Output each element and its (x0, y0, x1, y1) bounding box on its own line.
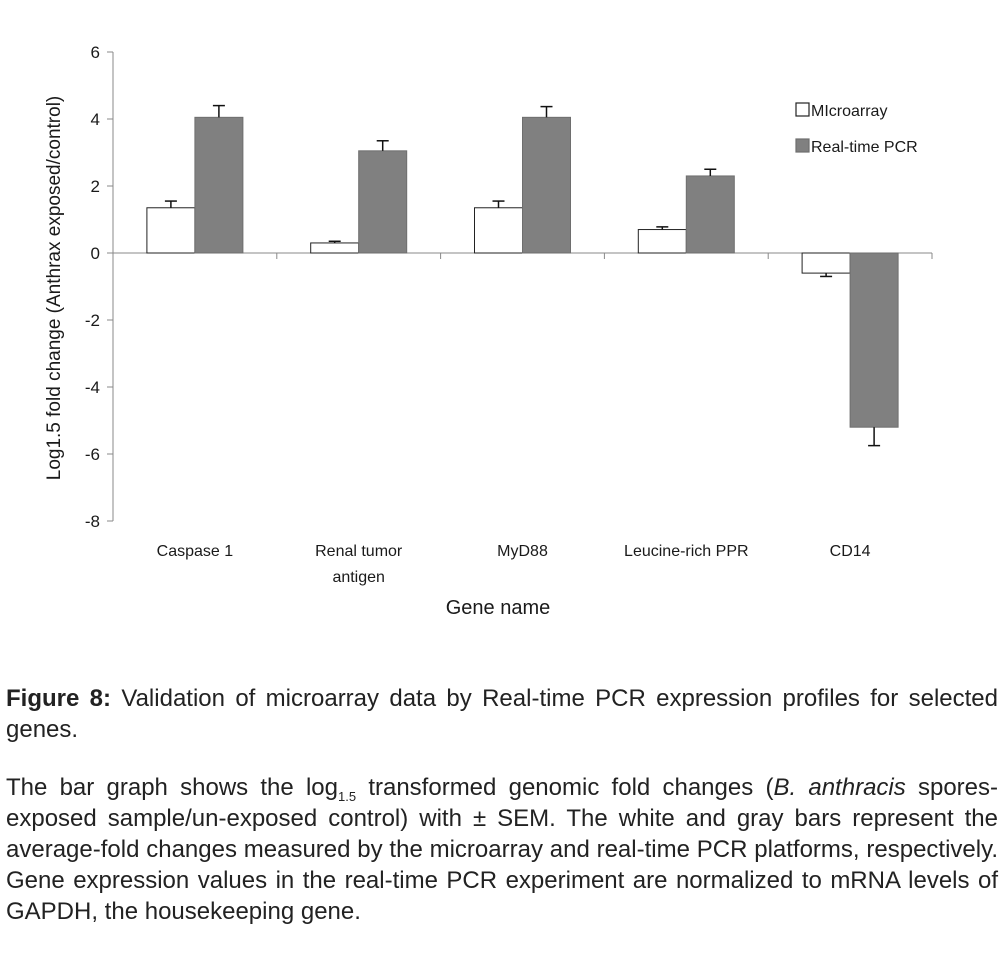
y-tick-label: 2 (91, 177, 100, 196)
bar-realtime-pcr (849, 252, 899, 428)
x-category-label: Caspase 1 (157, 543, 234, 560)
legend: MIcroarray Real-time PCR (795, 102, 918, 156)
figure-label: Figure 8: (6, 685, 112, 712)
caption-subscript: 1.5 (338, 789, 357, 804)
bar-realtime-pcr (685, 175, 735, 254)
y-tick-label: -6 (85, 445, 100, 464)
legend-label: Real-time PCR (811, 139, 918, 156)
y-axis-label: Log1.5 fold change (Anthrax exposed/cont… (44, 96, 65, 480)
legend-swatch (795, 138, 810, 153)
x-axis-label: Gene name (446, 597, 551, 619)
bar-chart: 6 4 2 0 -2 -4 -6 -8 Caspase 1 Renal tumor antigen… (44, 43, 933, 619)
y-tick-label: -8 (85, 512, 100, 531)
y-tick-label: 6 (91, 43, 100, 62)
y-tick-label: 0 (91, 244, 100, 263)
x-axis: Caspase 1 Renal tumor antigen MyD88 Leucine-… (112, 252, 933, 586)
x-category-label: Leucine-rich PPR (624, 543, 749, 560)
bar-microarray (146, 207, 196, 254)
bar-realtime-pcr (358, 150, 408, 254)
bar-microarray (310, 242, 360, 254)
figure-caption-title: Figure 8: Validation of microarray data … (6, 683, 998, 745)
y-tick-label: -2 (85, 311, 100, 330)
x-category-label: MyD88 (497, 543, 548, 560)
caption-text-1: The bar graph shows the log (6, 774, 339, 801)
caption-text-3: spores-exposed sample/un-exposed control… (6, 774, 999, 925)
bar-microarray (637, 229, 687, 254)
legend-swatch (795, 102, 810, 117)
legend-label: MIcroarray (811, 103, 887, 120)
x-category-label: CD14 (830, 543, 871, 560)
bar-microarray (801, 252, 851, 274)
bars (146, 104, 899, 447)
y-axis: 6 4 2 0 -2 -4 -6 -8 (85, 43, 114, 531)
y-tick-label: 4 (91, 110, 100, 129)
caption-text-2: transformed genomic fold changes ( (356, 774, 774, 801)
figure-title-text: Validation of microarray data by Real-ti… (6, 685, 998, 743)
y-tick-label: -4 (85, 378, 100, 397)
bar-microarray (474, 207, 523, 254)
bar-realtime-pcr (522, 116, 571, 254)
x-category-label: antigen (332, 569, 385, 586)
figure-caption-body: The bar graph shows the log1.5 transform… (6, 772, 998, 927)
x-category-label: Renal tumor (315, 543, 403, 560)
caption-species: B. anthracis (773, 774, 906, 801)
bar-realtime-pcr (194, 116, 244, 254)
